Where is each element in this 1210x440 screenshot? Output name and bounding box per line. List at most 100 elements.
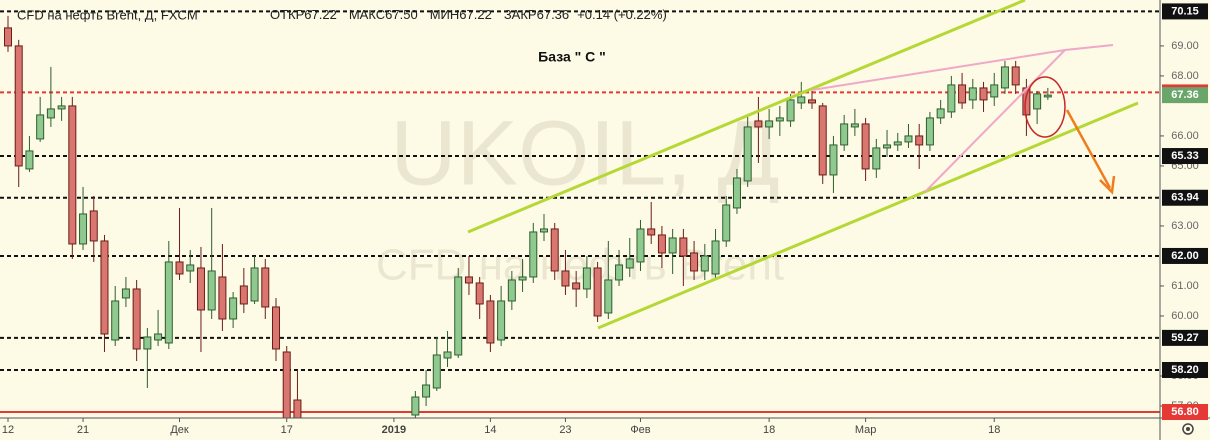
candle-body bbox=[4, 27, 12, 47]
channel-bottom bbox=[597, 101, 1139, 330]
x-tick-label: 18 bbox=[763, 424, 775, 436]
candle-body bbox=[293, 399, 302, 418]
legend-header: CFD на нефть Brent, Д, FXCM ОТКР67.22 МАКС… bbox=[17, 7, 667, 22]
candle-body bbox=[561, 270, 570, 287]
y-tick-label: 68.00 bbox=[1171, 70, 1199, 82]
wedge-bottom bbox=[924, 49, 1066, 193]
candle-body bbox=[775, 117, 784, 122]
candle-body bbox=[196, 267, 205, 311]
candle-body bbox=[121, 288, 130, 299]
candle-body bbox=[454, 276, 463, 356]
candle-body bbox=[657, 234, 666, 254]
candle-body bbox=[14, 45, 23, 167]
candle-body bbox=[25, 150, 34, 170]
candle-body bbox=[507, 279, 516, 302]
candle-body bbox=[175, 261, 184, 275]
candle-body bbox=[679, 237, 688, 257]
level-label: 67.36 bbox=[1171, 89, 1199, 101]
candle-body bbox=[186, 264, 195, 272]
candle-body bbox=[808, 99, 816, 104]
x-tick-label: 17 bbox=[281, 424, 293, 436]
candle-body bbox=[1033, 93, 1042, 110]
level-badge bbox=[1162, 403, 1208, 420]
candle-body bbox=[550, 228, 559, 272]
level-badge bbox=[1162, 361, 1208, 378]
candle-body bbox=[100, 240, 109, 335]
candle-body bbox=[111, 300, 120, 341]
candle-body bbox=[936, 108, 945, 119]
candle-body bbox=[700, 255, 709, 272]
annotation: База " С " bbox=[538, 49, 606, 65]
candle-body bbox=[411, 396, 420, 416]
watermark-symbol: UKOIL, Д bbox=[390, 102, 780, 204]
candle-body bbox=[464, 276, 473, 284]
arrow-head bbox=[1099, 175, 1116, 195]
highlight-ellipse bbox=[1024, 76, 1066, 138]
candle-body bbox=[250, 267, 259, 302]
candle-body bbox=[754, 120, 763, 128]
x-tick-label: 18 bbox=[988, 424, 1000, 436]
candle-body bbox=[261, 267, 270, 308]
level-badge bbox=[1162, 3, 1208, 20]
x-tick-label: Дек bbox=[170, 424, 189, 436]
candle-body bbox=[743, 126, 752, 182]
candle-body bbox=[958, 84, 967, 104]
ohlc-value: 67.36 bbox=[537, 7, 570, 22]
settings-icon[interactable] bbox=[1182, 423, 1194, 435]
level-label: 62.00 bbox=[1171, 250, 1199, 262]
ohlc-label: МИН bbox=[430, 7, 460, 22]
candle-body bbox=[861, 123, 870, 170]
candle-body bbox=[915, 135, 924, 146]
candle-body bbox=[904, 135, 913, 143]
candle-body bbox=[711, 240, 720, 275]
candle-body bbox=[893, 141, 902, 146]
candle-body bbox=[239, 285, 248, 305]
candle-body bbox=[765, 120, 774, 128]
candle-body bbox=[229, 297, 238, 320]
candle-body bbox=[132, 288, 141, 350]
candle-body bbox=[829, 144, 838, 176]
candle-body bbox=[272, 306, 280, 350]
candle-body bbox=[797, 96, 806, 104]
level-label: 59.27 bbox=[1171, 332, 1199, 344]
candle-body bbox=[840, 123, 849, 146]
channel-top bbox=[467, 0, 1026, 234]
level-label: 56.80 bbox=[1171, 406, 1199, 418]
candle-body bbox=[722, 204, 731, 242]
watermark: UKOIL, Д CFD на нефть Brent bbox=[376, 102, 784, 289]
candle-body bbox=[786, 99, 795, 122]
candle-body bbox=[79, 213, 88, 245]
candle-body bbox=[732, 177, 741, 209]
ohlc-label: МАКС bbox=[349, 7, 385, 22]
y-tick-label: 69.00 bbox=[1171, 40, 1199, 52]
price-change: +0.14 (+0.22%) bbox=[577, 7, 667, 22]
candle-body bbox=[89, 210, 98, 242]
candle-body bbox=[422, 384, 431, 398]
x-tick-label: 14 bbox=[484, 424, 496, 436]
candle-body bbox=[979, 87, 988, 101]
level-label: 70.15 bbox=[1171, 5, 1199, 17]
candle-body bbox=[947, 84, 956, 113]
y-tick-label: 60.00 bbox=[1171, 310, 1199, 322]
candle-body bbox=[529, 231, 538, 278]
level-badge bbox=[1162, 329, 1208, 346]
level-label: 58.20 bbox=[1171, 364, 1199, 376]
y-tick-label: 66.00 bbox=[1171, 130, 1199, 142]
chart-title: CFD на нефть Brent, Д, FXCM bbox=[17, 7, 198, 22]
drawings bbox=[467, 0, 1139, 330]
candle-body bbox=[143, 336, 152, 350]
x-tick-label: Фев bbox=[630, 424, 650, 436]
candle-body bbox=[850, 123, 859, 128]
x-tick-label: 23 bbox=[559, 424, 571, 436]
forecast-arrow bbox=[1065, 109, 1112, 189]
level-badge bbox=[1162, 87, 1208, 104]
candle-body bbox=[46, 108, 55, 119]
candle-body bbox=[883, 144, 892, 149]
candle-body bbox=[990, 84, 999, 98]
candle-body bbox=[497, 300, 506, 341]
level-badge bbox=[1162, 189, 1208, 206]
candle-body bbox=[925, 117, 934, 146]
level-badge bbox=[1162, 247, 1208, 264]
level-badge bbox=[1162, 148, 1208, 165]
